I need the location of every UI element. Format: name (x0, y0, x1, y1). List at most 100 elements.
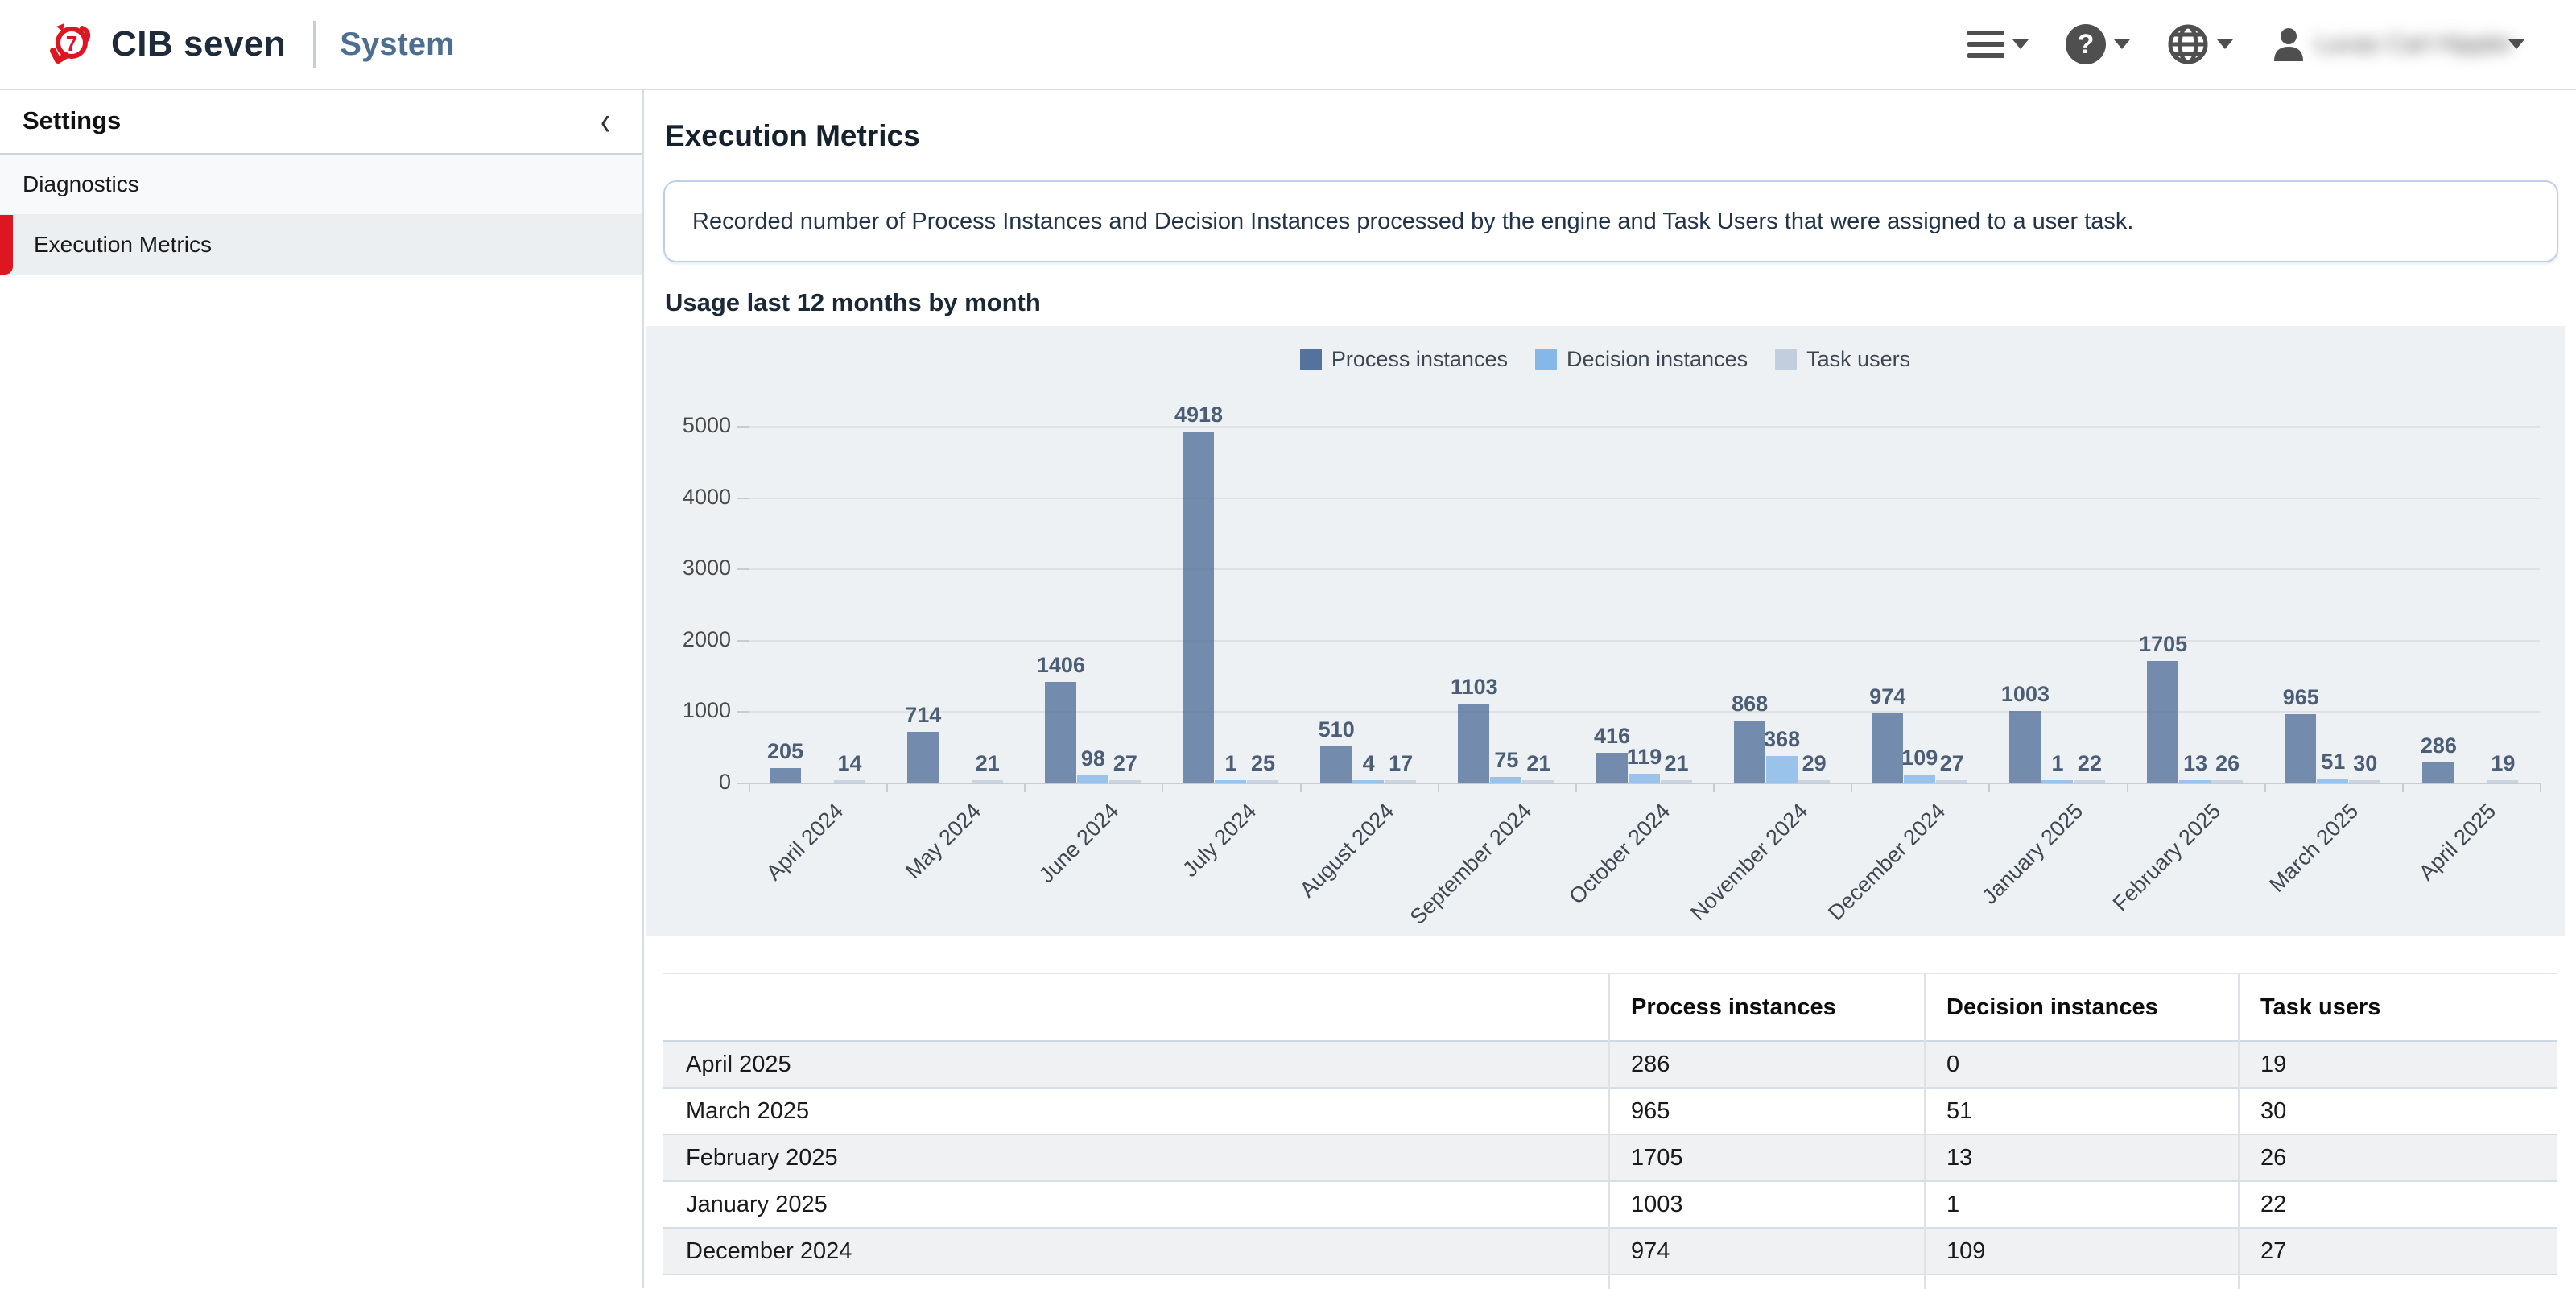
bar-task-users[interactable] (2349, 780, 2381, 783)
bar-task-users[interactable] (2073, 780, 2105, 783)
x-axis-tick (1162, 783, 1164, 792)
bar-value-label: 4 (1362, 751, 1375, 775)
bar-value-label: 1003 (2000, 682, 2050, 706)
bar-process-instances[interactable] (2285, 714, 2317, 783)
bar-value-label: 965 (2282, 685, 2319, 709)
bar-process-instances[interactable] (1183, 432, 1215, 783)
legend-item-task-users[interactable]: Task users (1775, 347, 1910, 372)
sidebar-item-execution-metrics[interactable]: Execution Metrics (0, 215, 642, 275)
bar-process-instances[interactable] (1044, 682, 1076, 783)
usage-bar-chart: Process instances Decision instances Task … (646, 326, 2565, 936)
gridline (749, 568, 2540, 571)
bar-value-label: 974 (1869, 684, 1906, 709)
top-navigation-bar: 7 CIB seven System ? (0, 0, 2576, 90)
brand-logo[interactable]: 7 CIB seven (45, 19, 286, 70)
bar-value-label: 27 (1939, 751, 1964, 775)
x-axis-label: December 2024 (1823, 799, 1951, 926)
bar-decision-instances[interactable] (1903, 775, 1935, 783)
bar-task-users[interactable] (2211, 780, 2244, 783)
bar-process-instances[interactable] (1596, 753, 1628, 783)
bar-process-instances[interactable] (2008, 711, 2041, 783)
x-axis-label: August 2024 (1294, 799, 1399, 903)
x-axis-label: September 2024 (1406, 799, 1537, 930)
menu-dropdown-button[interactable] (1967, 31, 2029, 58)
language-dropdown-button[interactable] (2167, 23, 2233, 65)
x-axis-tick (886, 783, 889, 792)
row-value-cell: 22 (2238, 1181, 2557, 1228)
y-axis-tick (737, 783, 749, 784)
help-dropdown-button[interactable]: ? (2066, 24, 2130, 64)
bar-decision-instances[interactable] (2041, 780, 2073, 783)
row-month-cell: January 2025 (663, 1181, 1610, 1228)
bar-decision-instances[interactable] (1628, 774, 1660, 783)
bar-task-users[interactable] (833, 780, 865, 783)
brand-name: CIB seven (111, 24, 287, 64)
bar-process-instances[interactable] (1320, 746, 1352, 783)
bar-value-label: 29 (1802, 751, 1827, 775)
bar-task-users[interactable] (1798, 780, 1830, 783)
bar-value-label: 27 (1113, 751, 1137, 775)
bar-value-label: 868 (1732, 692, 1769, 716)
gridline (749, 711, 2540, 713)
main-content: Execution Metrics Recorded number of Pro… (646, 89, 2576, 1289)
row-value-cell: 109 (1924, 1228, 2240, 1275)
column-header-task-users: Task users (2238, 973, 2557, 1041)
bar-decision-instances[interactable] (1490, 777, 1522, 783)
bar-value-label: 1406 (1036, 653, 1085, 677)
row-month-cell: December 2024 (663, 1228, 1610, 1275)
user-menu-button[interactable]: Lucas Carl Hippler (2270, 26, 2524, 63)
bar-process-instances[interactable] (769, 768, 801, 783)
gridline (749, 426, 2540, 428)
y-axis-tick (737, 568, 749, 571)
x-axis-label: November 2024 (1685, 799, 1812, 926)
bar-process-instances[interactable] (2422, 762, 2454, 783)
bar-value-label: 510 (1318, 717, 1355, 742)
bar-decision-instances[interactable] (1076, 775, 1108, 783)
gridline (749, 639, 2540, 642)
bar-task-users[interactable] (1247, 780, 1279, 783)
bar-task-users[interactable] (1108, 780, 1141, 783)
bar-value-label: 22 (2077, 751, 2102, 775)
bar-value-label: 75 (1494, 748, 1519, 772)
bar-task-users[interactable] (2487, 780, 2519, 783)
sidebar-item-diagnostics[interactable]: Diagnostics (0, 155, 642, 215)
table-row-partial (663, 1275, 2557, 1289)
sidebar-collapse-icon[interactable]: ‹ (601, 97, 610, 143)
bar-process-instances[interactable] (1871, 713, 1903, 783)
bar-decision-instances[interactable] (1765, 756, 1798, 783)
bar-value-label: 714 (905, 703, 942, 727)
x-axis-line (749, 783, 2540, 784)
legend-item-decision-instances[interactable]: Decision instances (1534, 347, 1748, 372)
bar-decision-instances[interactable] (2317, 779, 2349, 783)
legend-swatch-icon (1775, 349, 1798, 370)
row-value-cell: 27 (2238, 1228, 2557, 1275)
bar-process-instances[interactable] (906, 732, 939, 783)
bar-task-users[interactable] (1385, 780, 1417, 783)
bar-process-instances[interactable] (2147, 661, 2179, 783)
x-axis-tick (1713, 783, 1715, 792)
bar-decision-instances[interactable] (1352, 780, 1385, 783)
bar-task-users[interactable] (971, 780, 1003, 783)
user-name-blurred: Lucas Carl Hippler (2315, 31, 2514, 57)
bar-value-label: 1 (2051, 751, 2064, 775)
bar-decision-instances[interactable] (1215, 780, 1247, 783)
bar-task-users[interactable] (1522, 780, 1554, 783)
legend-swatch-icon (1299, 349, 1322, 370)
table-row: January 2025 1003 1 22 (663, 1181, 2557, 1228)
bar-process-instances[interactable] (1733, 721, 1765, 783)
bar-task-users[interactable] (1935, 780, 1967, 783)
row-value-cell: 19 (2238, 1041, 2557, 1088)
legend-label: Decision instances (1566, 347, 1748, 371)
x-axis-label: March 2025 (2264, 799, 2363, 898)
chart-legend: Process instances Decision instances Task … (646, 347, 2565, 372)
bar-decision-instances[interactable] (2179, 780, 2211, 783)
legend-item-process-instances[interactable]: Process instances (1299, 347, 1508, 372)
sidebar-item-label: Diagnostics (23, 171, 139, 196)
bar-task-users[interactable] (1660, 780, 1692, 783)
legend-swatch-icon (1534, 349, 1557, 370)
bar-value-label: 19 (2491, 751, 2516, 775)
x-axis-tick (1437, 783, 1439, 792)
bar-process-instances[interactable] (1458, 704, 1490, 783)
table-header: Process instances Decision instances Task … (663, 973, 2557, 1041)
bar-value-label: 21 (975, 751, 1000, 775)
